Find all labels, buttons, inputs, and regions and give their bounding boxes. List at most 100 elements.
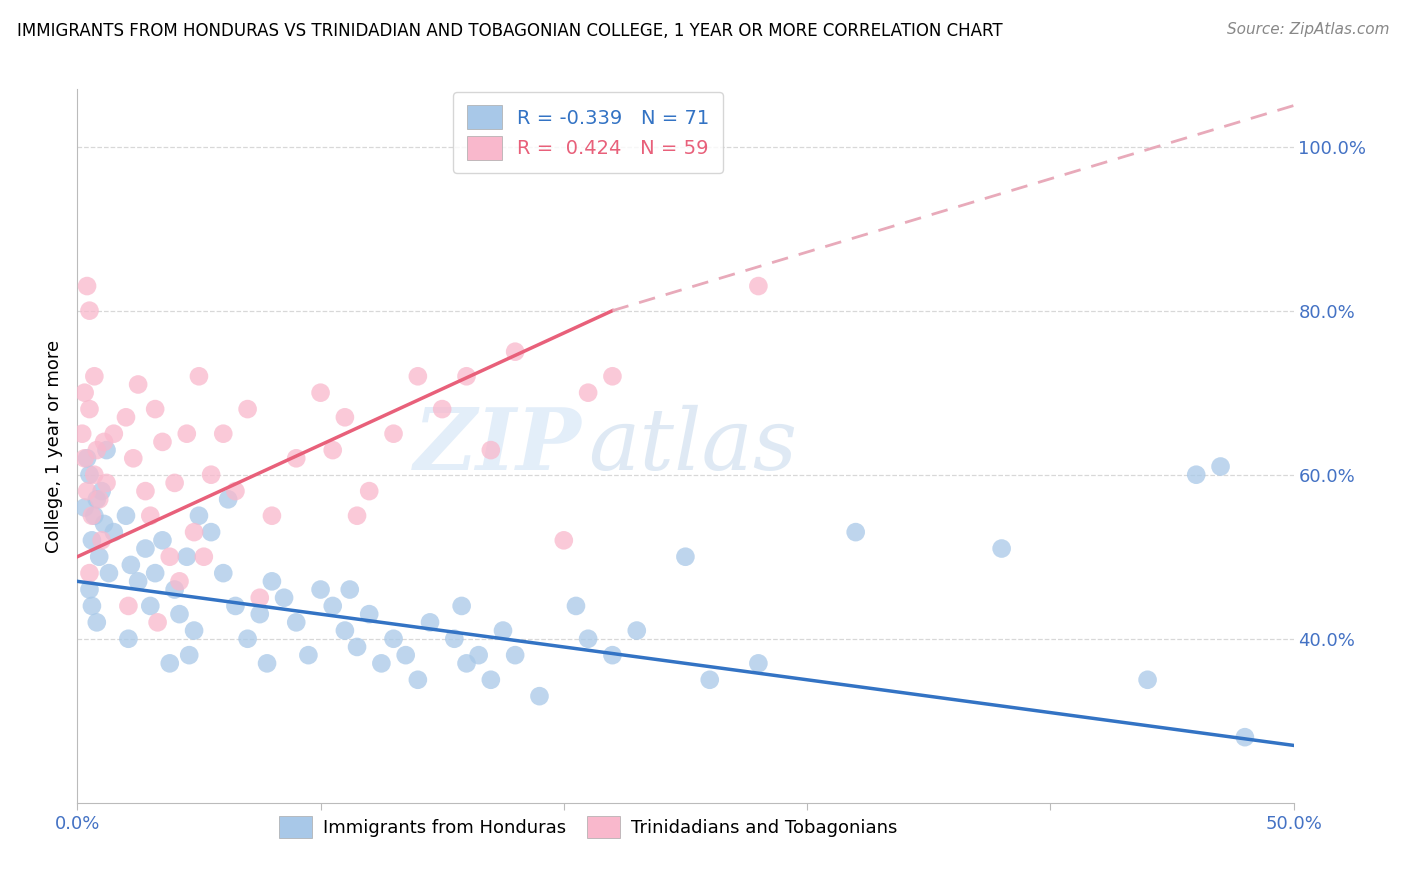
Point [83,369,105,384]
Point [93,434,115,449]
Point [382,632,405,646]
Point [176,426,198,441]
Point [309,582,332,597]
Point [212,426,235,441]
Point [346,508,368,523]
Point [134,484,156,499]
Point [83,508,105,523]
Point [249,607,271,622]
Text: atlas: atlas [588,405,797,487]
Point [79,582,101,597]
Point [845,525,868,540]
Point [309,385,332,400]
Point [359,607,381,622]
Point [115,508,138,523]
Point [73,451,96,466]
Point [224,484,246,499]
Point [1209,459,1232,474]
Point [990,541,1012,556]
Point [1233,730,1256,744]
Point [370,657,392,671]
Point [117,632,139,646]
Point [467,648,489,662]
Point [200,467,222,482]
Point [576,632,599,646]
Text: Source: ZipAtlas.com: Source: ZipAtlas.com [1226,22,1389,37]
Text: ZIP: ZIP [415,404,582,488]
Point [339,582,361,597]
Point [79,467,101,482]
Point [479,673,502,687]
Point [70,426,93,441]
Point [297,648,319,662]
Point [249,591,271,605]
Point [273,591,295,605]
Point [217,492,239,507]
Point [395,648,418,662]
Point [359,484,381,499]
Point [139,599,162,613]
Point [89,549,111,564]
Y-axis label: College, 1 year or more: College, 1 year or more [45,340,63,552]
Point [1136,673,1159,687]
Point [89,492,111,507]
Point [80,533,103,548]
Point [456,657,478,671]
Point [86,492,108,507]
Point [169,607,191,622]
Point [479,443,502,458]
Point [79,402,101,417]
Point [188,508,211,523]
Point [346,640,368,654]
Point [127,574,149,589]
Point [86,615,108,630]
Point [200,525,222,540]
Point [260,508,283,523]
Point [188,369,211,384]
Point [83,467,105,482]
Point [333,624,356,638]
Legend: Immigrants from Honduras, Trinidadians and Tobagonians: Immigrants from Honduras, Trinidadians a… [270,807,905,847]
Point [626,624,648,638]
Point [212,566,235,581]
Point [143,402,166,417]
Point [322,443,344,458]
Point [602,648,624,662]
Point [260,574,283,589]
Point [86,443,108,458]
Point [285,615,308,630]
Point [406,673,429,687]
Point [93,516,115,531]
Point [159,657,181,671]
Point [256,657,278,671]
Point [80,508,103,523]
Point [450,599,472,613]
Point [553,533,575,548]
Point [236,402,259,417]
Point [103,525,125,540]
Point [503,648,526,662]
Point [747,279,769,293]
Point [117,599,139,613]
Point [576,385,599,400]
Point [699,673,721,687]
Point [236,632,259,646]
Point [96,443,118,458]
Point [163,475,186,490]
Point [183,624,205,638]
Point [406,369,429,384]
Point [492,624,515,638]
Point [90,484,112,499]
Point [169,574,191,589]
Point [73,385,96,400]
Point [602,369,624,384]
Point [152,434,174,449]
Point [456,369,478,384]
Point [76,484,98,499]
Point [79,303,101,318]
Text: IMMIGRANTS FROM HONDURAS VS TRINIDADIAN AND TOBAGONIAN COLLEGE, 1 YEAR OR MORE C: IMMIGRANTS FROM HONDURAS VS TRINIDADIAN … [17,22,1002,40]
Point [163,582,186,597]
Point [285,451,308,466]
Point [675,549,697,564]
Point [747,657,769,671]
